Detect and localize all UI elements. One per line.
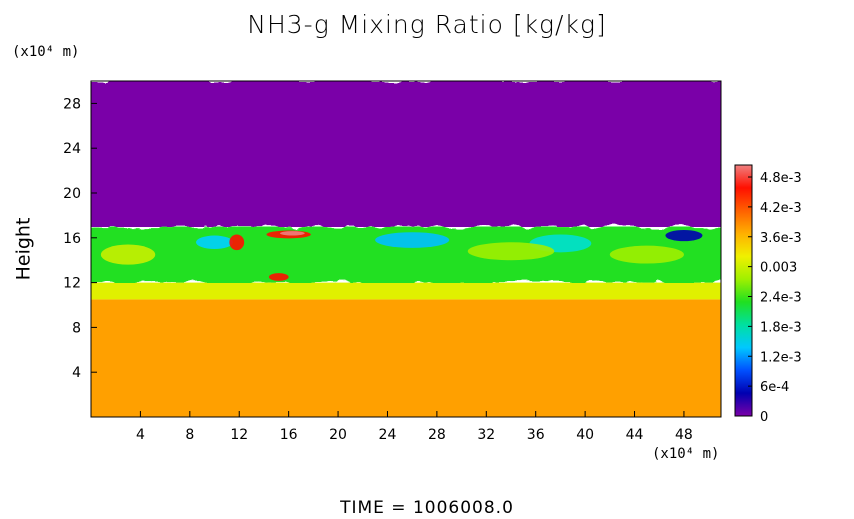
x-tick-label: 44 (626, 427, 644, 443)
colorbar-label: 1.2e-3 (760, 350, 802, 365)
x-tick-label: 12 (230, 427, 248, 443)
colorbar-scale (734, 164, 753, 417)
colorbar-label: 2.4e-3 (760, 291, 802, 306)
turbulence-feature (375, 232, 450, 248)
turbulence-feature (665, 229, 703, 242)
y-axis-unit: (x10⁴ m) (12, 44, 80, 60)
time-footer: TIME = 1006008.0 (340, 498, 514, 518)
y-tick-label: 8 (72, 320, 81, 336)
layer-transition (91, 282, 721, 300)
turbulence-feature (100, 244, 156, 265)
turbulence-feature (196, 235, 234, 249)
x-tick-label: 8 (185, 427, 194, 443)
colorbar-label: 0 (760, 410, 768, 425)
x-tick-label: 16 (280, 427, 298, 443)
x-axis-unit: (x10⁴ m) (652, 446, 720, 462)
y-tick-label: 28 (63, 96, 81, 112)
x-tick-label: 40 (576, 427, 594, 443)
y-tick-label: 12 (63, 276, 81, 292)
colorbar-label: 3.6e-3 (760, 231, 802, 246)
turbulence-feature (609, 245, 684, 264)
y-tick-label: 4 (72, 365, 81, 381)
x-tick-label: 4 (136, 427, 145, 443)
colorbar-label: 4.2e-3 (760, 201, 802, 216)
turbulence-feature (467, 242, 555, 261)
x-tick-label: 28 (428, 427, 446, 443)
chart-title: NH3-g Mixing Ratio [kg/kg] (247, 10, 607, 39)
x-tick-label: 24 (379, 427, 397, 443)
x-tick-label: 48 (675, 427, 693, 443)
x-tick-label: 32 (477, 427, 495, 443)
x-tick-label: 20 (329, 427, 347, 443)
layer-upper-region (91, 81, 721, 227)
x-tick-label: 36 (527, 427, 545, 443)
layer-lower-region (91, 299, 721, 417)
colorbar-label: 1.8e-3 (760, 320, 802, 335)
plot-frame (90, 80, 722, 418)
colorbar-label: 0.003 (760, 261, 797, 276)
turbulence-feature (229, 234, 245, 251)
colorbar: 0 6e-4 1.2e-3 1.8e-3 2.4e-3 0.003 3.6e-3 4.2e-3… (734, 164, 802, 425)
y-tick-label: 24 (63, 141, 81, 157)
colorbar-label: 6e-4 (760, 380, 789, 395)
turbulence-feature (280, 231, 305, 236)
y-tick-label: 20 (63, 186, 81, 202)
turbulence-feature (268, 273, 289, 281)
y-tick-label: 16 (63, 231, 81, 247)
colorbar-label: 4.8e-3 (760, 171, 802, 186)
